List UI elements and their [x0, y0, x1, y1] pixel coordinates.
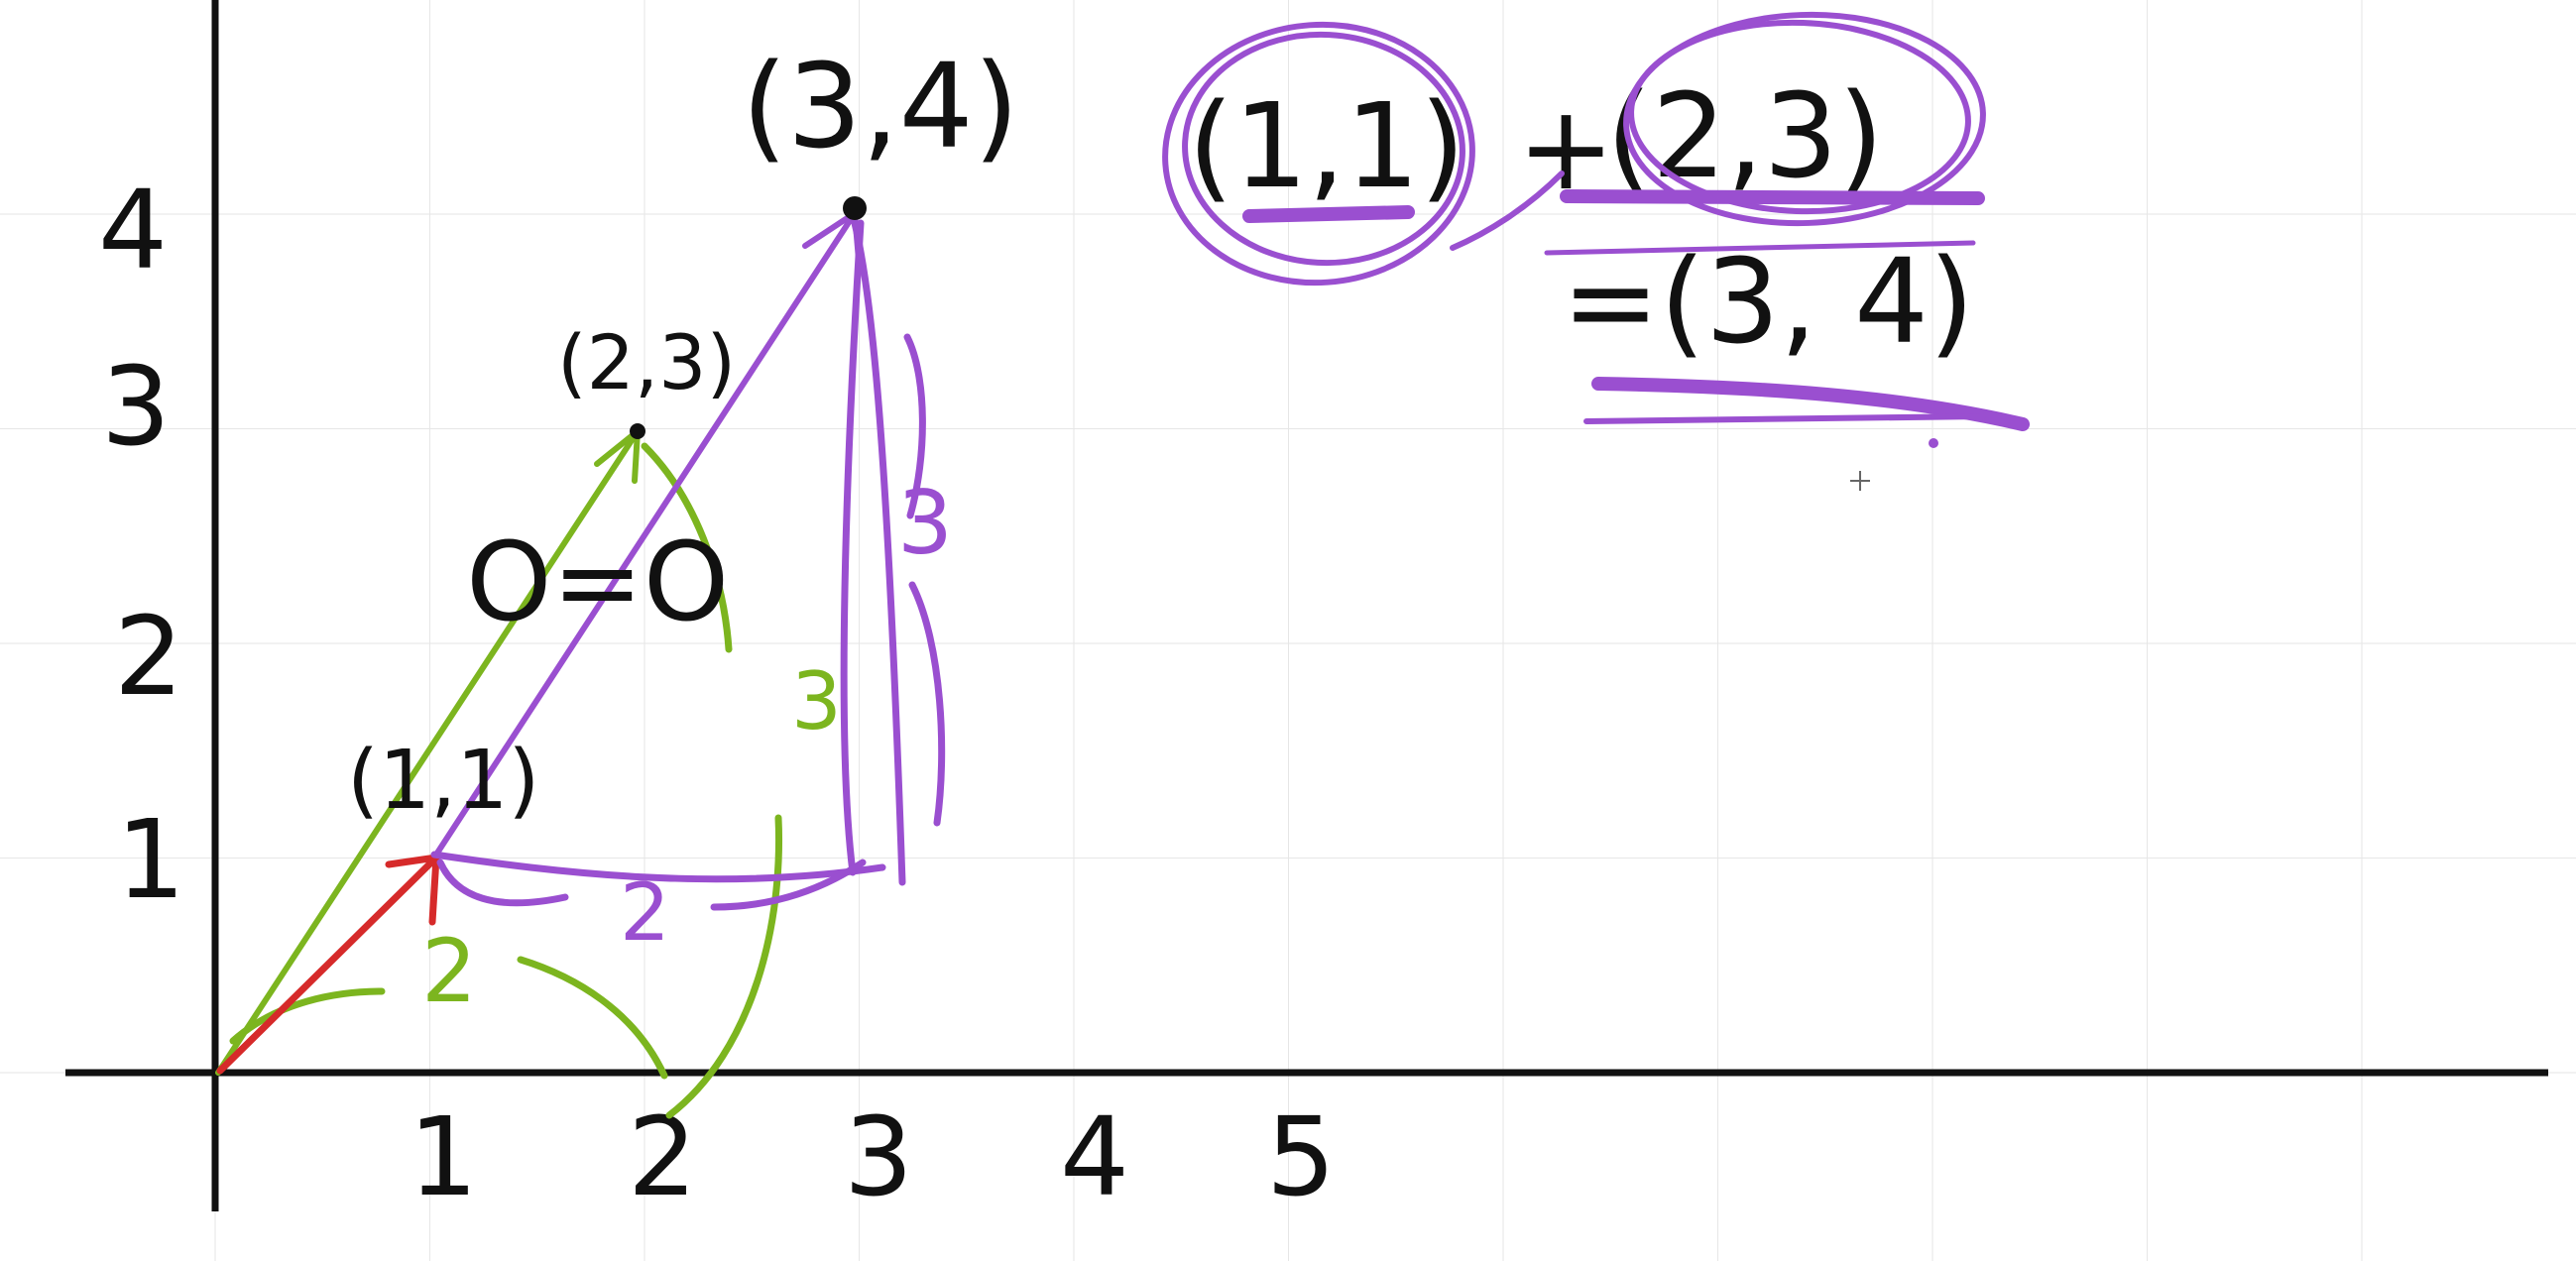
x-tick-label: 3: [844, 1093, 913, 1220]
red-vector: [216, 854, 440, 1075]
purple-brace: [908, 581, 946, 827]
purple-run-label: 2: [620, 866, 670, 959]
angle-equality-label: O=O: [466, 518, 729, 645]
x-tick-label: 2: [628, 1093, 697, 1220]
point-dot-2-3: [630, 423, 645, 439]
point-label-2-3: (2,3): [557, 318, 736, 406]
equation-result: =(3, 4): [1562, 233, 1974, 370]
stray-dot: [1929, 438, 1938, 448]
green-rise-arc: [665, 814, 782, 1119]
y-tick-label: 1: [116, 796, 185, 923]
purple-rise-segment: [840, 219, 865, 876]
circle-connector: [1450, 171, 1565, 251]
underline-right: [1560, 189, 1985, 205]
purple-rise-segment: [851, 219, 906, 886]
point-dot-3-4: [843, 196, 867, 220]
equation-left-term: (1,1): [1188, 77, 1465, 214]
green-arrowhead: [594, 424, 642, 484]
purple-resultant-vector: [431, 210, 858, 860]
green-run-arc: [517, 956, 668, 1080]
purple-brace: [903, 333, 926, 519]
y-tick-label: 2: [114, 593, 183, 720]
green-vector: [215, 428, 641, 1076]
green-rise-arc: [641, 442, 733, 653]
green-run-label: 2: [421, 920, 477, 1022]
x-tick-label: 1: [409, 1093, 478, 1220]
y-tick-label: 4: [98, 167, 168, 293]
purple-rise-label: 3: [897, 472, 953, 574]
purple-run-segment: [430, 851, 886, 883]
crosshair-cursor-icon: [1850, 471, 1870, 491]
underline-right: [1544, 240, 1976, 256]
x-tick-label: 5: [1266, 1093, 1336, 1220]
highlight-circle-left: [1182, 31, 1465, 267]
underline-left: [1242, 205, 1415, 223]
y-tick-label: 3: [101, 343, 171, 470]
highlight-circle-right: [1623, 11, 1986, 227]
point-label-1-1: (1,1): [347, 734, 539, 828]
purple-brace: [710, 859, 867, 911]
purple-brace: [436, 859, 569, 907]
underline-result: [1583, 413, 1986, 424]
highlight-circle-left: [1162, 21, 1475, 287]
highlight-circle-right: [1628, 19, 1971, 215]
point-label-3-4: (3,4): [742, 38, 1019, 174]
equation-right-term: (2,3): [1606, 67, 1884, 204]
green-rise-label: 3: [791, 655, 842, 747]
x-tick-label: 4: [1060, 1093, 1129, 1220]
